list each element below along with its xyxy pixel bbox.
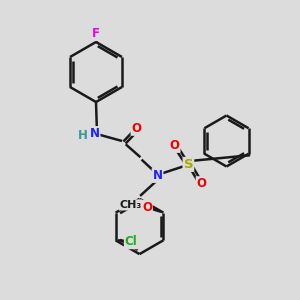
Text: H: H	[78, 129, 88, 142]
Text: O: O	[196, 177, 207, 190]
Text: Cl: Cl	[125, 235, 138, 248]
Text: O: O	[142, 201, 152, 214]
Text: O: O	[131, 122, 142, 135]
Text: F: F	[92, 27, 100, 40]
Text: N: N	[152, 169, 163, 182]
Text: N: N	[89, 127, 100, 140]
Text: S: S	[184, 158, 193, 171]
Text: CH₃: CH₃	[119, 200, 142, 210]
Text: O: O	[169, 139, 180, 152]
